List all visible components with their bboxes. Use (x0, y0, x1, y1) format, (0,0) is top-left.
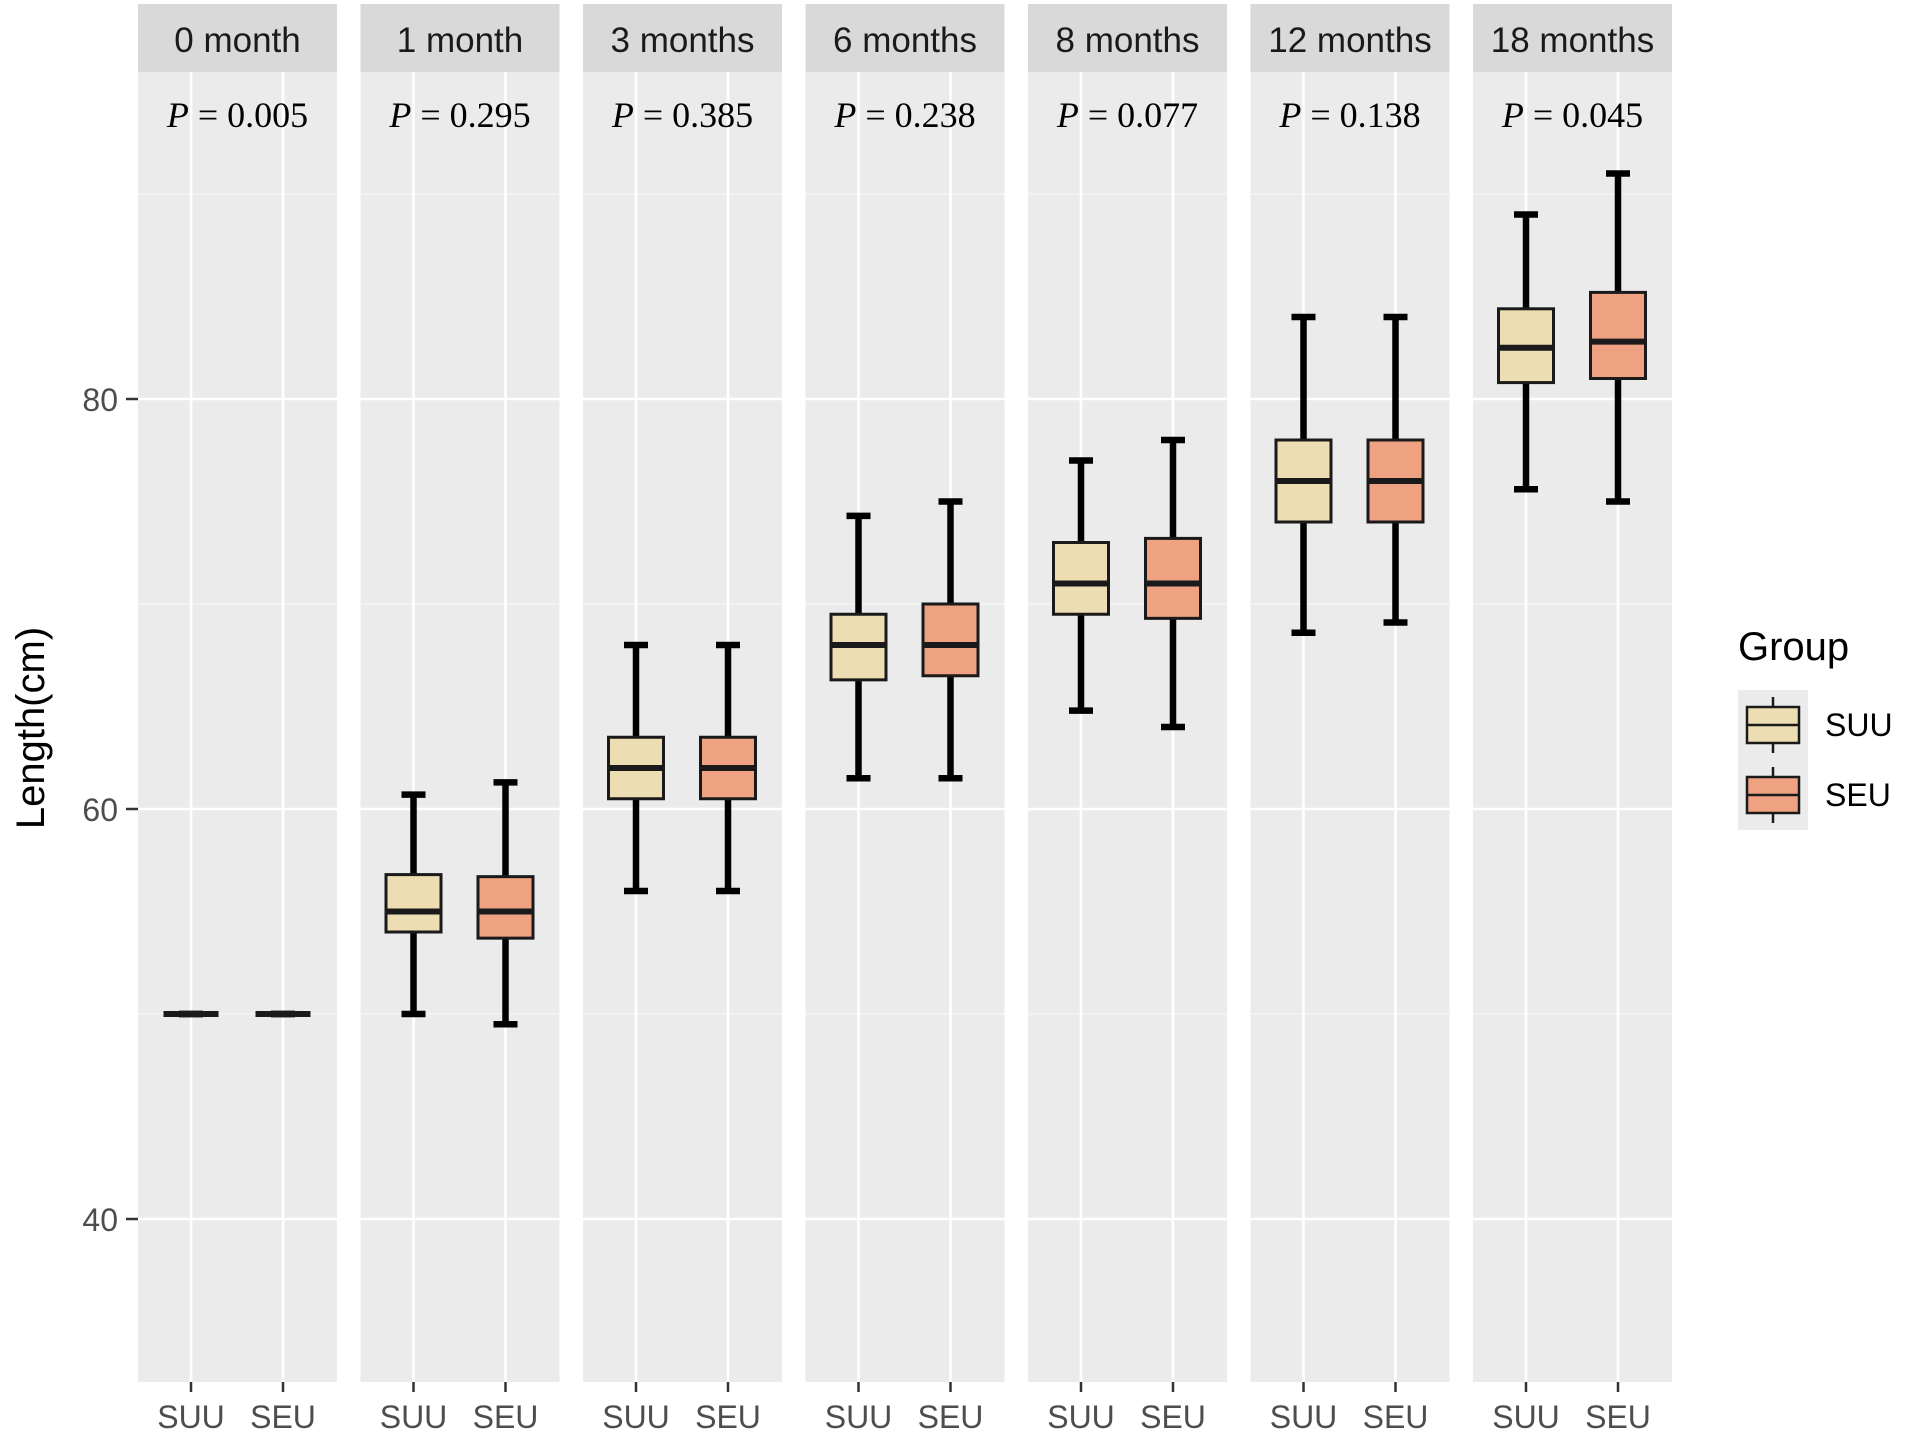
box-iqr (921, 602, 980, 678)
y-axis: 80 60 40 (82, 382, 138, 1238)
p-value-label: P = 0.077 (1056, 95, 1198, 135)
facet-strip (583, 4, 782, 72)
box-iqr (1589, 290, 1647, 380)
x-tick-label: SEU (1585, 1399, 1651, 1434)
p-value-symbol: P (1056, 95, 1079, 135)
facet-strip-label: 12 months (1268, 21, 1431, 60)
panel-background (1250, 72, 1450, 1382)
y-tick-label-60: 60 (82, 792, 118, 828)
facet-strip-label: 6 months (833, 21, 977, 60)
box-suu (829, 512, 888, 782)
box-seu (921, 498, 980, 782)
x-tick-label: SEU (473, 1399, 539, 1434)
legend: Group SUU SEU (1738, 625, 1893, 830)
facet-strip-label: 0 month (174, 21, 300, 60)
panel-background (1473, 72, 1672, 1382)
box-seu (476, 779, 535, 1028)
panel-background (360, 72, 560, 1382)
facet-strip-label: 18 months (1491, 21, 1654, 60)
p-value-number: = 0.295 (411, 95, 530, 135)
x-tick-label: SEU (1363, 1399, 1429, 1434)
legend-title: Group (1738, 625, 1849, 669)
box-seu (1366, 313, 1425, 626)
facet-strip-label: 8 months (1056, 21, 1200, 60)
facet-strip (1028, 4, 1227, 72)
y-tick-label-40: 40 (82, 1202, 118, 1238)
facet-panel: 8 months P = 0.077 SUU SEU (1028, 4, 1227, 1434)
panel-background (138, 72, 337, 1382)
facet-panel: 18 months P = 0.045 SUU SEU (1473, 4, 1672, 1434)
box-iqr (1052, 541, 1110, 616)
facet-panel: 0 month P = 0.005 SUU SEU (138, 4, 337, 1434)
facet-panel: 1 month P = 0.295 SUU SEU (360, 4, 560, 1434)
facet-panel: 12 months P = 0.138 SUU SEU (1250, 4, 1450, 1434)
box-iqr (1144, 536, 1202, 620)
x-tick-label: SUU (1047, 1399, 1115, 1434)
legend-label-seu: SEU (1825, 777, 1891, 813)
x-tick-label: SUU (380, 1399, 448, 1434)
p-value-label: P = 0.295 (388, 95, 530, 135)
p-value-label: P = 0.138 (1278, 95, 1420, 135)
facet-strip (138, 4, 337, 72)
panel-background (583, 72, 782, 1382)
x-tick-label: SUU (1270, 1399, 1338, 1434)
box-suu (384, 791, 443, 1018)
box-iqr (384, 873, 443, 934)
p-value-number: = 0.385 (634, 95, 753, 135)
y-axis-label: Length(cm) (9, 627, 53, 829)
box-suu (1052, 457, 1110, 714)
p-value-number: = 0.005 (189, 95, 308, 135)
p-value-symbol: P (166, 95, 189, 135)
p-value-label: P = 0.005 (166, 95, 308, 135)
box-suu (1497, 211, 1555, 493)
p-value-number: = 0.045 (1524, 95, 1643, 135)
facet-strip-label: 3 months (611, 21, 755, 60)
p-value-label: P = 0.238 (833, 95, 975, 135)
p-value-symbol: P (1501, 95, 1524, 135)
facet-strip (360, 4, 560, 72)
x-tick-label: SUU (602, 1399, 670, 1434)
box-seu (1144, 436, 1202, 731)
box-suu (1274, 313, 1333, 636)
box-seu (1589, 170, 1647, 505)
x-tick-label: SEU (250, 1399, 316, 1434)
panel-background (805, 72, 1005, 1382)
facet-strip (1473, 4, 1672, 72)
x-tick-label: SEU (1140, 1399, 1206, 1434)
y-tick-label-80: 80 (82, 382, 118, 418)
panel-background (1028, 72, 1227, 1382)
facet-strip (1250, 4, 1450, 72)
p-value-number: = 0.077 (1079, 95, 1198, 135)
facet-strip (805, 4, 1005, 72)
p-value-label: P = 0.045 (1501, 95, 1643, 135)
p-value-symbol: P (1278, 95, 1301, 135)
box-iqr (476, 875, 535, 940)
p-value-number: = 0.238 (856, 95, 975, 135)
x-tick-label: SUU (1492, 1399, 1560, 1434)
facet-panel: 6 months P = 0.238 SUU SEU (805, 4, 1005, 1434)
box-seu (699, 641, 757, 895)
facet-panel: 3 months P = 0.385 SUU SEU (583, 4, 782, 1434)
p-value-symbol: P (833, 95, 856, 135)
box-suu (607, 641, 665, 895)
x-tick-label: SUU (157, 1399, 225, 1434)
x-tick-label: SEU (695, 1399, 761, 1434)
p-value-number: = 0.138 (1301, 95, 1420, 135)
p-value-symbol: P (388, 95, 411, 135)
facet-panels: 0 month P = 0.005 SUU SEU 1 month P = 0.295 SU… (138, 4, 1672, 1434)
legend-label-suu: SUU (1825, 707, 1893, 743)
p-value-symbol: P (611, 95, 634, 135)
x-tick-label: SEU (918, 1399, 984, 1434)
x-tick-label: SUU (825, 1399, 893, 1434)
facet-strip-label: 1 month (397, 21, 523, 60)
p-value-label: P = 0.385 (611, 95, 753, 135)
